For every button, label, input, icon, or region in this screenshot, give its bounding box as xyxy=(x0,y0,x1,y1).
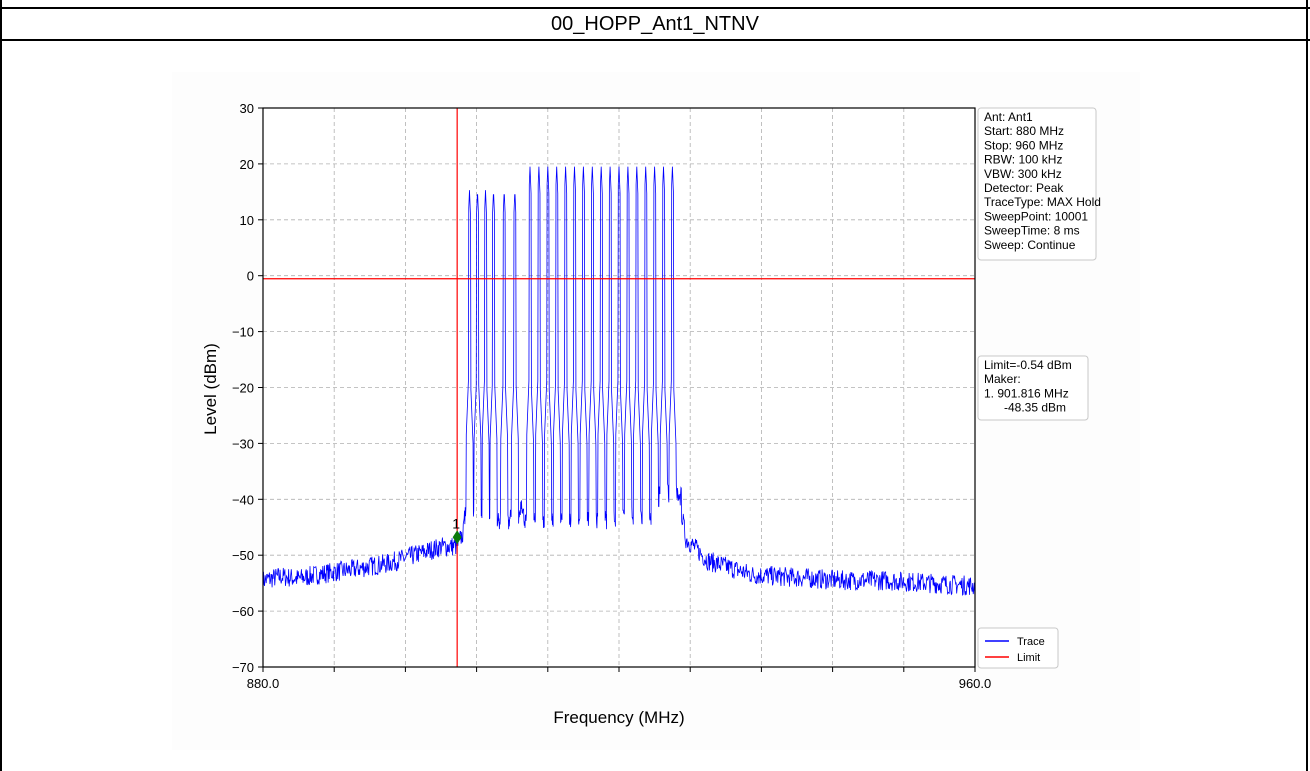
info-box-line: TraceType: MAX Hold xyxy=(984,195,1101,209)
marker-label: 1 xyxy=(452,515,460,531)
y-tick-label: 0 xyxy=(247,269,254,284)
legend-label: Trace xyxy=(1017,636,1045,648)
info-box-line: RBW: 100 kHz xyxy=(984,153,1062,167)
page-title: 00_HOPP_Ant1_NTNV xyxy=(551,13,759,35)
info-box-line: Start: 880 MHz xyxy=(984,124,1064,138)
plot-border xyxy=(262,107,976,668)
limit-box-line: Maker: xyxy=(984,372,1021,386)
info-box-line: Detector: Peak xyxy=(984,181,1064,195)
info-box-line: Sweep: Continue xyxy=(984,238,1076,252)
y-tick-label: −60 xyxy=(232,604,254,619)
y-tick-label: 10 xyxy=(240,213,254,228)
trace-layer xyxy=(262,166,976,596)
y-tick-label: 20 xyxy=(240,157,254,172)
trace-line xyxy=(262,166,976,596)
info-box-line: SweepPoint: 10001 xyxy=(984,209,1088,223)
grid-layer xyxy=(263,108,975,667)
legend-label: Limit xyxy=(1017,652,1040,664)
info-box-line: Stop: 960 MHz xyxy=(984,138,1063,152)
x-tick-label: 960.0 xyxy=(959,676,992,691)
title-row: 00_HOPP_Ant1_NTNV xyxy=(0,7,1310,41)
y-tick-label: −70 xyxy=(232,660,254,675)
info-box-line: VBW: 300 kHz xyxy=(984,167,1062,181)
y-axis-label: Level (dBm) xyxy=(201,343,220,435)
limit-box-line: 1. 901.816 MHz xyxy=(984,386,1069,400)
limit-layer: 1 xyxy=(263,108,975,667)
info-box-line: Ant: Ant1 xyxy=(984,110,1033,124)
limit-box-line: -48.35 dBm xyxy=(984,401,1066,415)
y-tick-label: −20 xyxy=(232,381,254,396)
x-axis-label: Frequency (MHz) xyxy=(553,708,684,727)
limit-box-line: Limit=-0.54 dBm xyxy=(984,358,1072,372)
info-box-line: SweepTime: 8 ms xyxy=(984,224,1080,238)
y-tick-label: 30 xyxy=(240,101,254,116)
y-tick-label: −50 xyxy=(232,548,254,563)
y-tick-label: −10 xyxy=(232,325,254,340)
x-tick-label: 880.0 xyxy=(247,676,280,691)
y-tick-label: −30 xyxy=(232,436,254,451)
y-tick-label: −40 xyxy=(232,492,254,507)
legend: Trace Limit xyxy=(977,627,1059,669)
marker-diamond xyxy=(452,530,462,545)
